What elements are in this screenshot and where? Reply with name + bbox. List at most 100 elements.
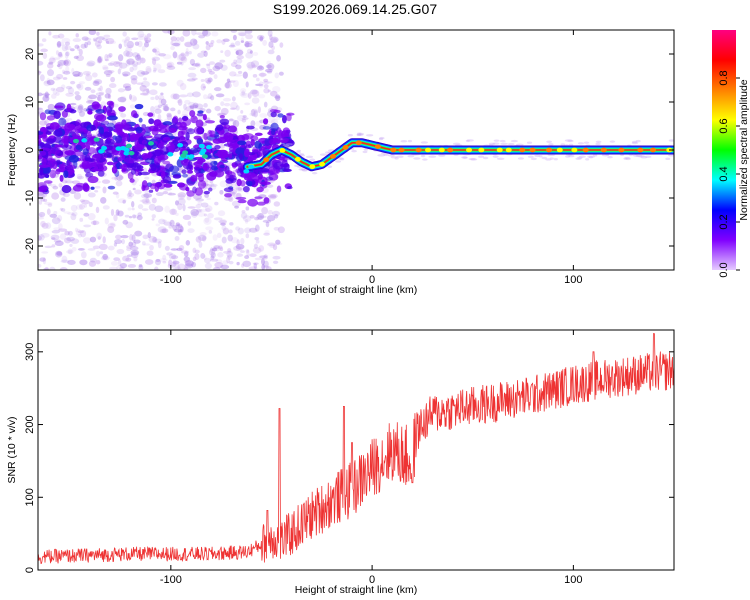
spectrogram-noise-blob [197,201,202,206]
spectrogram-noise-blob [75,33,79,38]
spectrogram-y-tick-label: 0 [24,147,36,153]
spectrogram-band-blob [123,133,129,138]
spectrogram-halo-blob [362,150,368,154]
spectrogram-band-blob [141,139,148,145]
spectrogram-band-blob [141,153,149,160]
spectrogram-halo-blob [548,143,554,146]
spectrogram-halo-blob [299,153,304,156]
spectrogram-noise-blob [256,77,260,82]
spectrogram-halo-blob [422,158,428,161]
spectrogram-noise-blob [269,34,273,41]
spectrogram-noise-blob [88,94,98,100]
spectrogram-noise-blob [151,197,157,204]
spectrogram-noise-blob [245,40,253,44]
spectrogram-noise-blob [77,230,85,234]
spectrogram-noise-blob [232,119,240,128]
spectrogram-noise-blob [264,229,270,235]
spectrogram-halo-blob [587,155,596,158]
spectrogram-halo-blob [530,157,537,161]
spectrogram-noise-blob [275,239,281,245]
spectrogram-noise-blob [146,88,150,94]
spectrogram-noise-blob [122,255,130,262]
spectrogram-band-blob [135,126,143,134]
spectrogram-noise-blob [92,80,100,84]
spectrogram-noise-blob [250,89,258,95]
spectrogram-noise-blob [136,52,141,60]
spectrogram-noise-blob [141,193,150,199]
snr-y-axis-label: SNR (10 * v/v) [6,416,18,483]
spectrogram-noise-blob [39,120,48,126]
spectrogram-noise-blob [233,245,241,251]
spectrogram-noise-blob [98,91,105,96]
spectrogram-band-blob [75,126,83,131]
spectrogram-peak-spot [355,140,362,146]
spectrogram-noise-blob [71,247,77,252]
spectrogram-noise-blob [52,88,58,95]
spectrogram-band-blob [196,147,202,152]
spectrogram-noise-blob [263,81,273,84]
spectrogram-noise-blob [66,249,74,254]
spectrogram-x-tick-label: -100 [160,274,182,286]
spectrogram-noise-blob [240,250,245,253]
spectrogram-band-blob [114,135,123,144]
spectrogram-noise-blob [266,70,272,74]
spectrogram-halo-blob [470,158,478,161]
spectrogram-noise-blob [232,79,239,88]
spectrogram-noise-blob [208,183,218,188]
spectrogram-noise-blob [65,85,73,90]
spectrogram-noise-blob [231,191,235,197]
spectrogram-noise-blob [38,234,45,241]
spectrogram-noise-blob [262,80,270,85]
spectrogram-noise-blob [172,259,177,267]
spectrogram-noise-blob [267,116,276,124]
spectrogram-noise-blob [222,260,229,266]
spectrogram-noise-blob [210,247,214,253]
spectrogram-noise-blob [105,37,115,45]
spectrogram-noise-blob [132,214,140,219]
spectrogram-noise-blob [203,103,208,108]
spectrogram-noise-blob [129,95,137,102]
spectrogram-noise-blob [183,256,191,262]
spectrogram-halo-blob [327,165,333,168]
spectrogram-noise-blob [38,213,43,218]
spectrogram-halo-blob [413,157,421,160]
spectrogram-noise-blob [57,53,64,58]
spectrogram-noise-blob [214,201,219,206]
spectrogram-band-blob [262,126,271,130]
spectrogram-band-blob [38,135,43,139]
spectrogram-noise-blob [267,62,275,71]
spectrogram-noise-blob [218,219,227,224]
spectrogram-noise-blob [51,217,61,225]
spectrogram-noise-blob [240,88,247,94]
spectrogram-noise-blob [157,226,167,233]
spectrogram-band-blob [254,196,263,200]
spectrogram-noise-blob [267,194,277,198]
spectrogram-band-blob [103,131,111,139]
spectrogram-noise-blob [261,264,266,270]
spectrogram-noise-blob [191,91,201,98]
spectrogram-noise-blob [263,232,270,236]
spectrogram-noise-blob [176,61,182,65]
spectrogram-halo-blob [526,141,533,144]
spectrogram-noise-blob [240,237,245,245]
spectrogram-noise-blob [116,264,123,270]
spectrogram-noise-blob [44,91,49,99]
spectrogram-noise-blob [108,83,117,89]
spectrogram-noise-blob [185,106,194,112]
spectrogram-band-blob [237,199,247,204]
spectrogram-noise-blob [117,68,121,75]
spectrogram-halo-blob [452,142,461,146]
spectrogram-noise-blob [184,263,194,269]
spectrogram-noise-blob [62,77,68,80]
spectrogram-noise-blob [177,194,186,201]
spectrogram-noise-blob [241,90,246,96]
spectrogram-noise-blob [117,54,124,62]
spectrogram-halo-blob [538,155,543,158]
spectrogram-strong-spot [243,169,250,174]
spectrogram-noise-blob [229,71,237,77]
spectrogram-noise-blob [205,108,212,114]
spectrogram-noise-blob [178,53,186,61]
spectrogram-noise-blob [88,260,97,267]
spectrogram-noise-blob [140,71,150,75]
spectrogram-noise-blob [56,73,64,80]
